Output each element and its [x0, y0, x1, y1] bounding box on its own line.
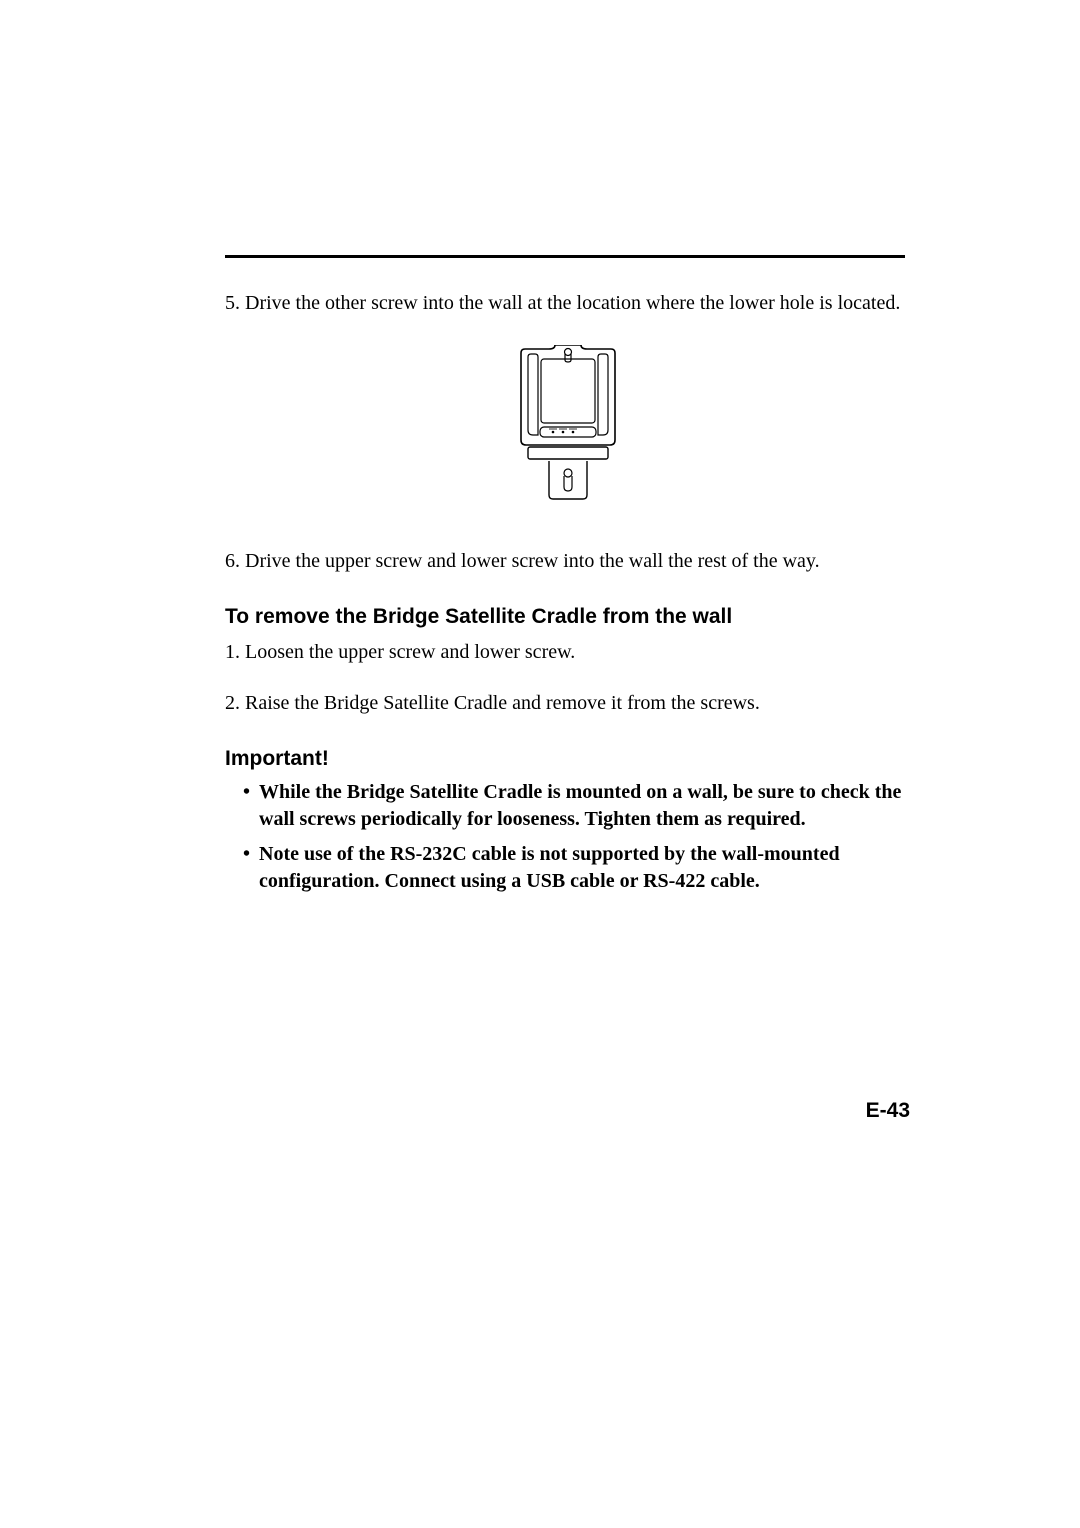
remove-step-2: 2. Raise the Bridge Satellite Cradle and… — [225, 690, 910, 717]
step-6-number: 6. — [225, 548, 240, 575]
remove-heading: To remove the Bridge Satellite Cradle fr… — [225, 605, 910, 629]
top-rule — [225, 255, 905, 258]
step-5-number: 5. — [225, 290, 240, 317]
remove-step-2-number: 2. — [225, 690, 240, 717]
important-bullet-2: Note use of the RS-232C cable is not sup… — [243, 841, 910, 895]
cradle-diagram — [225, 345, 910, 520]
important-heading: Important! — [225, 747, 910, 771]
step-6-text: Drive the upper screw and lower screw in… — [245, 550, 820, 572]
page-number: E-43 — [866, 1099, 910, 1123]
important-bullet-1: While the Bridge Satellite Cradle is mou… — [243, 779, 910, 833]
remove-step-2-text: Raise the Bridge Satellite Cradle and re… — [245, 692, 760, 714]
remove-step-1: 1. Loosen the upper screw and lower scre… — [225, 639, 910, 666]
step-5: 5. Drive the other screw into the wall a… — [225, 290, 910, 317]
step-5-text: Drive the other screw into the wall at t… — [245, 292, 900, 314]
remove-step-1-text: Loosen the upper screw and lower screw. — [245, 641, 575, 663]
page-container: 5. Drive the other screw into the wall a… — [0, 0, 1080, 1528]
step-6: 6. Drive the upper screw and lower screw… — [225, 548, 910, 575]
remove-step-1-number: 1. — [225, 639, 240, 666]
cradle-svg — [503, 345, 633, 515]
important-bullets: While the Bridge Satellite Cradle is mou… — [225, 779, 910, 895]
